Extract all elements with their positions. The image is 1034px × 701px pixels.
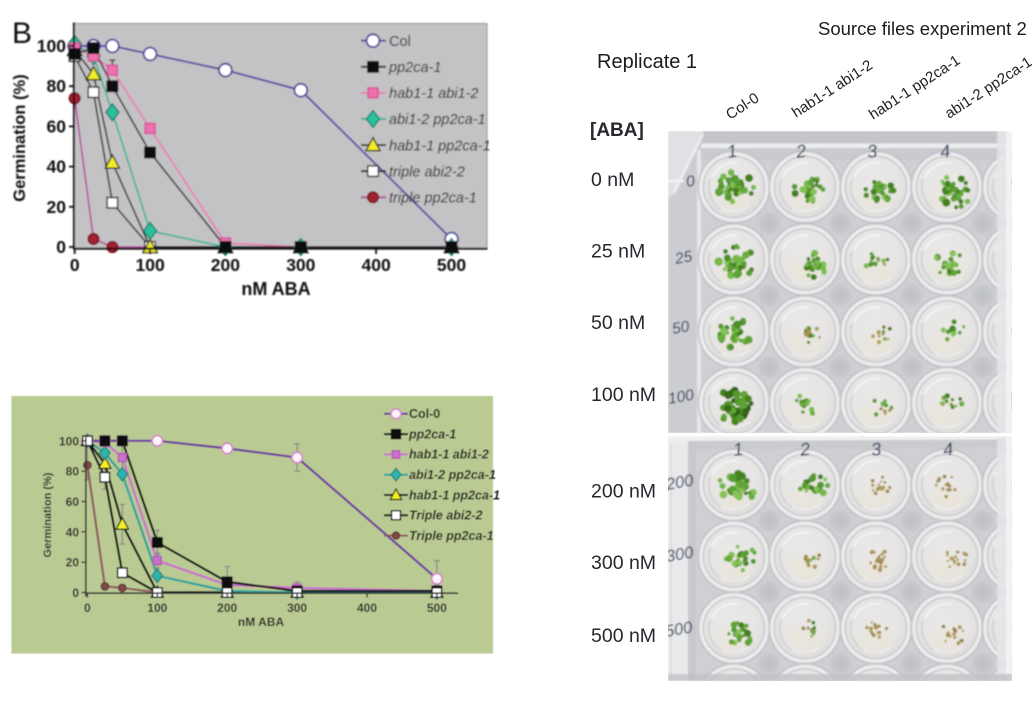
svg-text:300: 300 [287,601,307,615]
svg-text:Germination (%): Germination (%) [42,472,54,557]
svg-text:B: B [12,17,32,50]
svg-text:20: 20 [66,556,80,570]
svg-text:pp2ca-1: pp2ca-1 [388,60,441,76]
svg-text:200 nM: 200 nM [591,481,656,503]
svg-text:Triple pp2ca-1: Triple pp2ca-1 [409,529,494,543]
svg-text:abi1-2 pp2ca-1: abi1-2 pp2ca-1 [389,112,486,128]
svg-text:4: 4 [942,439,955,460]
svg-text:0: 0 [72,586,79,600]
svg-text:3: 3 [866,141,879,162]
svg-text:500: 500 [664,618,695,641]
svg-text:hab1-1 abi1-2: hab1-1 abi1-2 [389,86,479,102]
svg-text:60: 60 [66,495,80,509]
svg-text:Triple abi2-2: Triple abi2-2 [409,509,482,523]
svg-text:Germination (%): Germination (%) [11,74,29,201]
svg-text:500: 500 [427,601,447,615]
svg-text:1: 1 [732,439,745,460]
svg-text:3: 3 [870,439,883,460]
svg-text:Col: Col [389,34,411,50]
svg-text:Col-0: Col-0 [409,407,440,421]
svg-text:40: 40 [66,525,80,539]
svg-text:100: 100 [667,387,696,408]
svg-text:200: 200 [664,471,696,494]
svg-text:0: 0 [70,255,80,275]
svg-text:[ABA]: [ABA] [590,120,644,141]
svg-text:20: 20 [47,197,67,217]
svg-text:abi1-2 pp2ca-1: abi1-2 pp2ca-1 [409,468,496,482]
svg-text:Replicate 1: Replicate 1 [597,51,697,73]
svg-text:2: 2 [794,141,808,162]
svg-text:0: 0 [685,173,697,191]
svg-text:100 nM: 100 nM [591,384,656,406]
svg-text:triple pp2ca-1: triple pp2ca-1 [389,191,477,207]
svg-text:hab1-1 abi1-2: hab1-1 abi1-2 [409,448,489,462]
svg-text:50: 50 [671,318,691,338]
svg-text:0: 0 [56,237,66,257]
svg-text:400: 400 [357,601,377,615]
svg-text:300: 300 [665,543,696,566]
svg-text:500 nM: 500 nM [591,625,656,647]
svg-text:hab1-1 pp2ca-1: hab1-1 pp2ca-1 [389,138,491,154]
svg-text:nM ABA: nM ABA [241,279,310,299]
svg-text:100: 100 [37,36,66,56]
svg-text:triple abi2-2: triple abi2-2 [389,164,465,180]
svg-text:400: 400 [361,255,390,275]
svg-text:0: 0 [84,601,91,615]
svg-text:0 nM: 0 nM [591,169,634,191]
svg-text:pp2ca-1: pp2ca-1 [408,427,456,441]
svg-text:300 nM: 300 nM [591,552,656,574]
svg-text:Source files experiment 2: Source files experiment 2 [818,18,1027,39]
svg-text:80: 80 [66,465,80,479]
svg-text:100: 100 [59,434,79,448]
svg-text:40: 40 [47,157,67,177]
svg-text:300: 300 [286,255,315,275]
svg-text:100: 100 [147,601,167,615]
svg-text:50 nM: 50 nM [591,312,645,334]
svg-text:nM ABA: nM ABA [238,615,285,629]
svg-text:200: 200 [211,255,240,275]
svg-text:4: 4 [939,141,952,162]
svg-text:200: 200 [217,601,237,615]
svg-text:100: 100 [135,255,164,275]
svg-text:2: 2 [798,439,812,460]
svg-text:500: 500 [437,255,466,275]
svg-text:80: 80 [47,76,67,96]
svg-text:1: 1 [726,141,739,162]
svg-text:25 nM: 25 nM [591,241,645,263]
svg-text:25: 25 [673,248,694,268]
svg-text:hab1-1 pp2ca-1: hab1-1 pp2ca-1 [409,488,500,502]
svg-text:60: 60 [47,116,67,136]
